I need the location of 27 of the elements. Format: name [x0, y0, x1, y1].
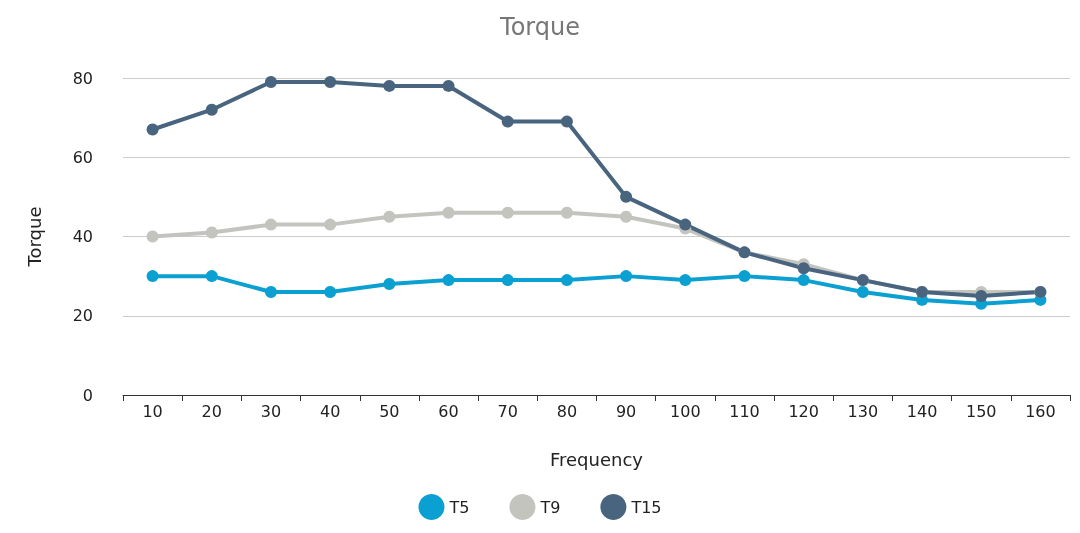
x-axis-title: Frequency	[550, 448, 644, 470]
x-tick-label: 140	[906, 401, 938, 421]
x-tick-label: 10	[142, 401, 163, 421]
y-tick-label: 60	[72, 147, 93, 167]
x-tick-label: 130	[847, 401, 879, 421]
x-tick-label: 70	[497, 401, 518, 421]
x-tick-label: 50	[379, 401, 400, 421]
x-tick-label: 110	[729, 401, 760, 421]
legend-label: T15	[630, 497, 662, 517]
x-tick-label: 150	[965, 401, 997, 421]
y-axis-title: Torque	[23, 206, 45, 268]
x-tick-label: 100	[670, 401, 701, 421]
x-tick-label: 30	[260, 401, 282, 421]
legend-label: T5	[448, 497, 470, 517]
x-tick-label: 40	[319, 401, 341, 421]
x-tick-label: 160	[1025, 401, 1056, 421]
chart-title: Torque	[499, 13, 580, 41]
legend-label: T9	[539, 497, 561, 517]
x-tick-label: 60	[438, 401, 459, 421]
x-tick-label: 120	[788, 401, 819, 421]
y-tick-label: 40	[72, 227, 93, 246]
x-tick-label: 20	[201, 401, 222, 421]
y-tick-label: 0	[82, 385, 93, 405]
x-tick-label: 90	[615, 401, 637, 421]
y-tick-label: 20	[72, 306, 93, 326]
y-tick-label: 80	[72, 68, 93, 88]
x-tick-label: 80	[556, 401, 578, 421]
